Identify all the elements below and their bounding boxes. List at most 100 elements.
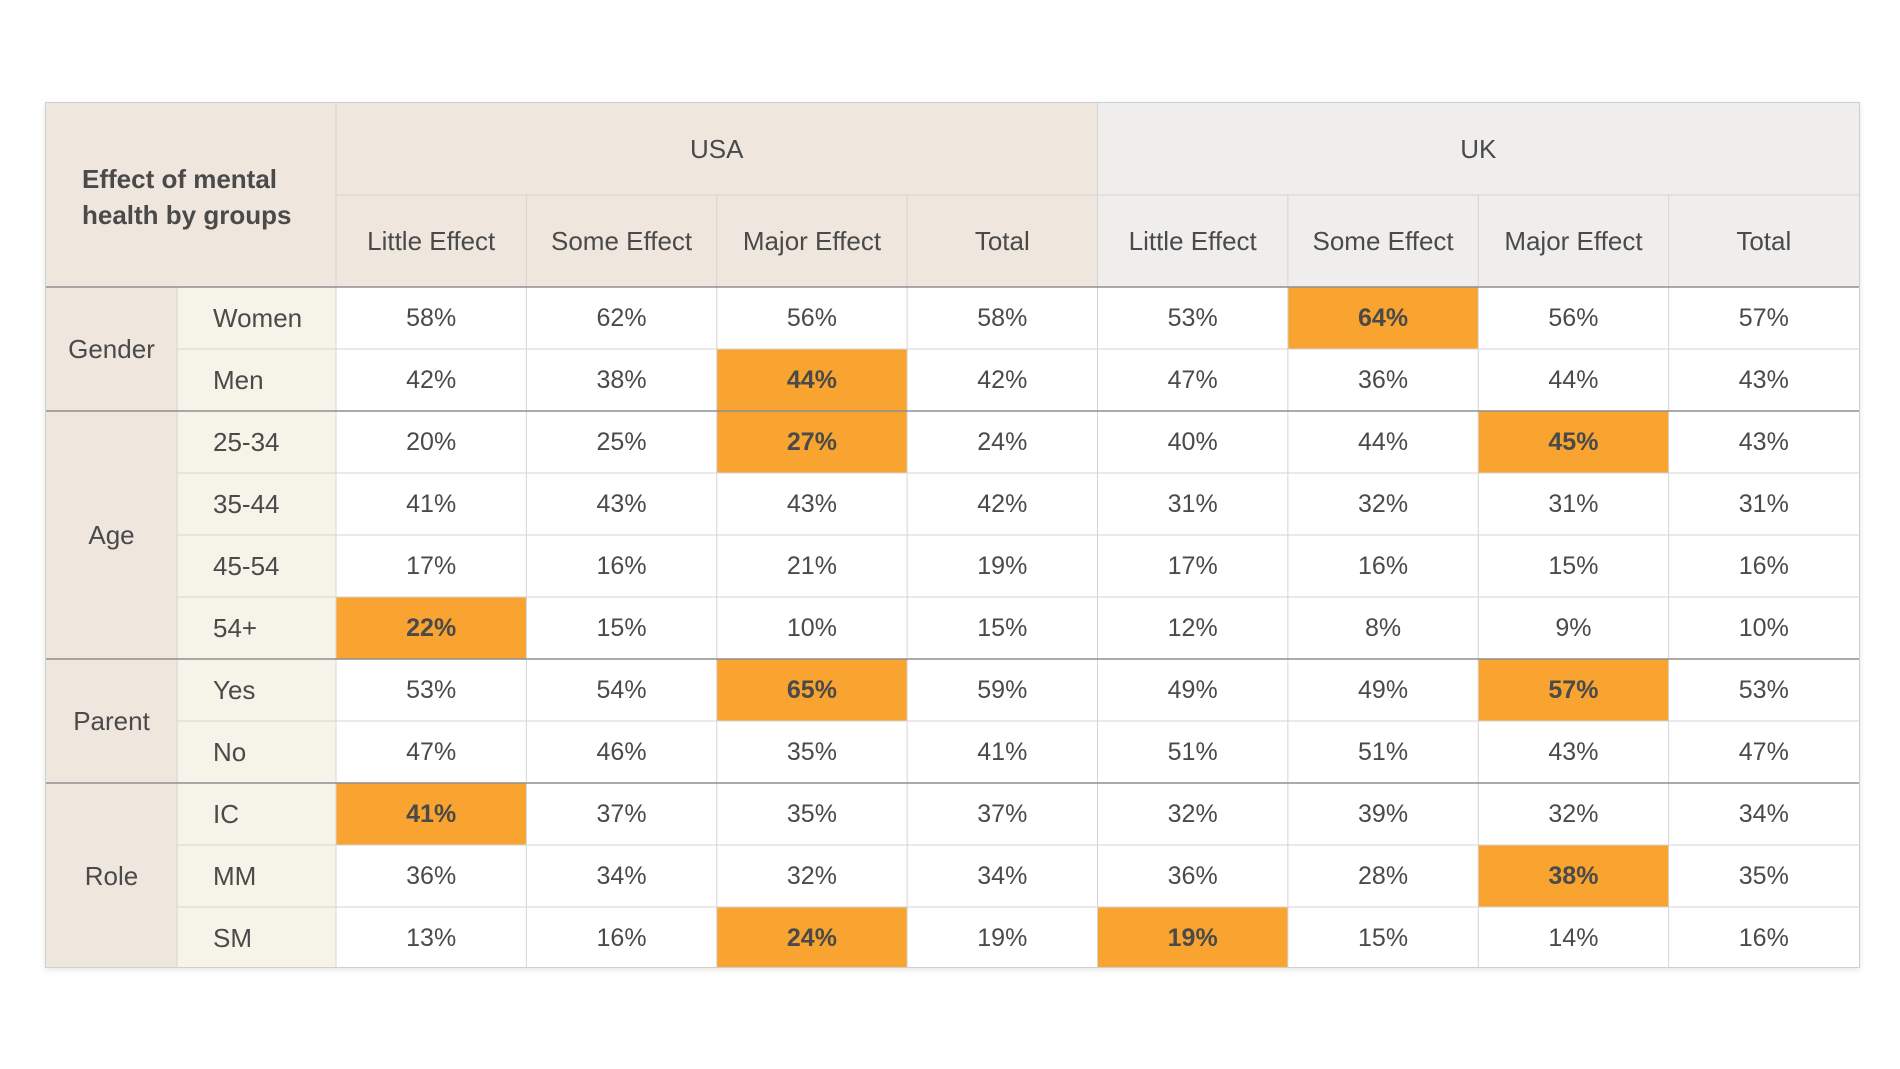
column-header-usa-some-effect: Some Effect xyxy=(551,226,693,256)
cell-value: 43% xyxy=(1548,738,1598,766)
cell-value: 32% xyxy=(1358,490,1408,518)
data-cell xyxy=(336,287,527,349)
cell-value: 36% xyxy=(1168,862,1218,890)
cell-value: 40% xyxy=(1168,428,1218,456)
cell-value: 35% xyxy=(787,800,837,828)
row-label-cell xyxy=(177,473,336,535)
group-cell-role xyxy=(46,783,177,969)
data-cell xyxy=(526,349,717,411)
cell-value: 36% xyxy=(1358,366,1408,394)
row-label: IC xyxy=(213,799,239,829)
cell-value: 39% xyxy=(1358,800,1408,828)
cell-value: 37% xyxy=(597,800,647,828)
cell-value: 15% xyxy=(597,614,647,642)
cell-value: 56% xyxy=(787,304,837,332)
data-cell xyxy=(526,411,717,473)
data-cell xyxy=(1668,349,1859,411)
cell-value: 41% xyxy=(977,738,1027,766)
data-cell xyxy=(907,473,1098,535)
data-cell xyxy=(907,287,1098,349)
cell-value: 32% xyxy=(1548,800,1598,828)
column-header-usa-little-effect: Little Effect xyxy=(367,226,496,256)
row-label-cell xyxy=(177,411,336,473)
data-cell xyxy=(716,287,908,349)
data-cell xyxy=(526,473,717,535)
data-cell xyxy=(1287,473,1479,535)
cell-value: 42% xyxy=(977,366,1027,394)
row-label: SM xyxy=(213,923,252,953)
data-cell xyxy=(336,411,527,473)
cell-value: 49% xyxy=(1358,676,1408,704)
data-cell xyxy=(1287,411,1479,473)
group-cell-parent xyxy=(46,659,177,783)
data-cell xyxy=(1097,287,1288,349)
cell-value: 53% xyxy=(1168,304,1218,332)
cell-value: 9% xyxy=(1555,614,1591,642)
cell-value: 62% xyxy=(597,304,647,332)
cell-value: 38% xyxy=(597,366,647,394)
group-label-parent: Parent xyxy=(73,706,150,736)
table-title-line-1: Effect of mental xyxy=(82,164,277,194)
data-cell xyxy=(1287,349,1479,411)
cell-value: 43% xyxy=(597,490,647,518)
cell-value: 16% xyxy=(597,924,647,952)
cell-value: 12% xyxy=(1168,614,1218,642)
row-label: 35-44 xyxy=(213,489,280,519)
row-label-cell xyxy=(177,535,336,597)
data-cell xyxy=(1668,535,1859,597)
cell-value: 34% xyxy=(597,862,647,890)
data-cell xyxy=(1478,287,1669,349)
data-cell xyxy=(336,845,527,907)
highlight-cell xyxy=(716,659,908,721)
cell-value: 8% xyxy=(1365,614,1401,642)
group-label-role: Role xyxy=(85,861,138,891)
title-cell xyxy=(46,103,336,287)
highlight-cell xyxy=(716,907,908,969)
cell-value: 43% xyxy=(1739,428,1789,456)
row-label-cell xyxy=(177,783,336,845)
data-cell xyxy=(1478,535,1669,597)
cell-value: 51% xyxy=(1358,738,1408,766)
cell-value: 35% xyxy=(1739,862,1789,890)
data-cell xyxy=(907,349,1098,411)
cell-value: 32% xyxy=(787,862,837,890)
data-cell xyxy=(907,907,1098,969)
cell-value: 54% xyxy=(597,676,647,704)
cell-value: 36% xyxy=(406,862,456,890)
data-cell xyxy=(1287,659,1479,721)
cell-value: 16% xyxy=(1739,552,1789,580)
highlight-value: 38% xyxy=(1548,862,1598,890)
cell-value: 16% xyxy=(1739,924,1789,952)
cell-value: 47% xyxy=(1739,738,1789,766)
data-cell xyxy=(1478,783,1669,845)
highlight-value: 22% xyxy=(406,614,456,642)
data-cell xyxy=(1287,721,1479,783)
cell-value: 34% xyxy=(977,862,1027,890)
data-cell xyxy=(526,783,717,845)
data-cell xyxy=(716,783,908,845)
data-cell xyxy=(1097,473,1288,535)
data-cell xyxy=(716,597,908,659)
data-cell xyxy=(526,845,717,907)
data-cell xyxy=(1668,721,1859,783)
data-cell xyxy=(907,783,1098,845)
highlight-value: 19% xyxy=(1168,924,1218,952)
cell-value: 59% xyxy=(977,676,1027,704)
cell-value: 31% xyxy=(1548,490,1598,518)
cell-value: 13% xyxy=(406,924,456,952)
data-cell xyxy=(1287,907,1479,969)
column-header-usa-major-effect: Major Effect xyxy=(743,226,882,256)
data-cell xyxy=(1287,535,1479,597)
data-table: Effect of mental health by groups USA UK Lit… xyxy=(45,102,1860,969)
highlight-cell xyxy=(716,411,908,473)
data-cell xyxy=(1097,659,1288,721)
data-cell xyxy=(526,721,717,783)
data-cell xyxy=(336,721,527,783)
column-header-usa-total: Total xyxy=(975,226,1030,256)
data-cell xyxy=(716,535,908,597)
data-cell xyxy=(907,535,1098,597)
data-cell xyxy=(1097,349,1288,411)
data-cell xyxy=(336,349,527,411)
cell-value: 28% xyxy=(1358,862,1408,890)
cell-value: 37% xyxy=(977,800,1027,828)
